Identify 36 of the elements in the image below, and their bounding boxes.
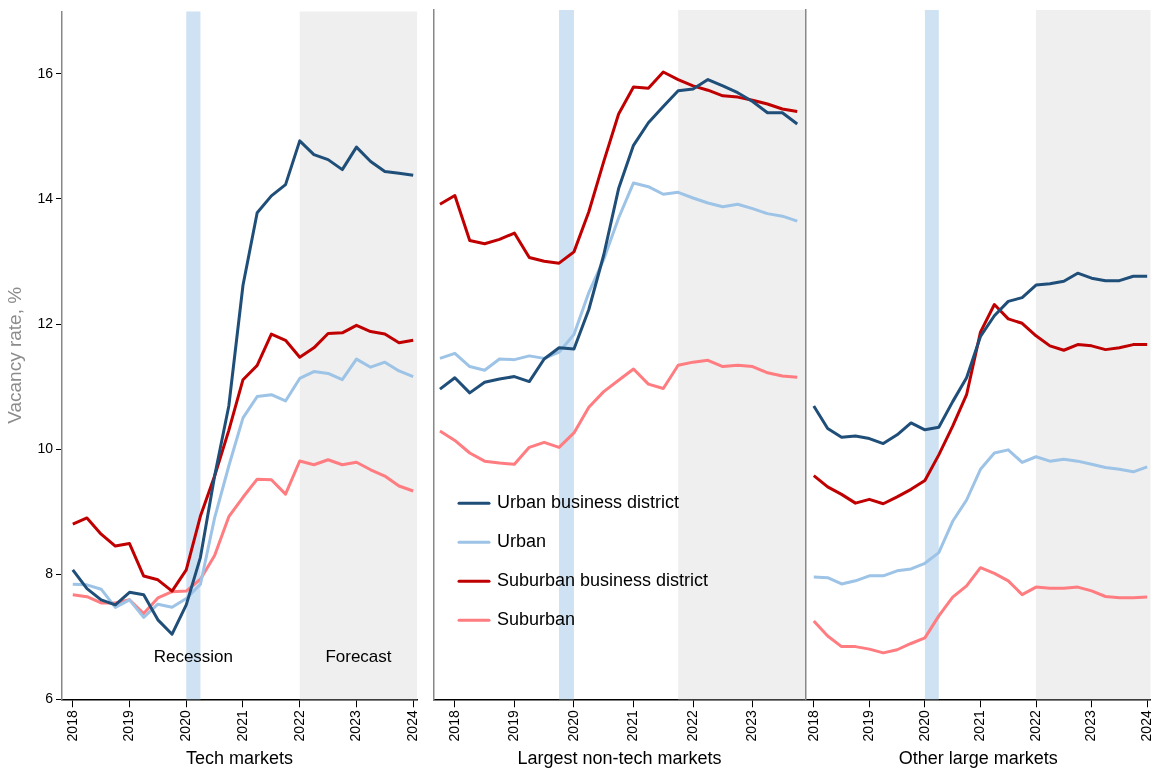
- x-tick-label: 2021: [624, 710, 641, 742]
- band-label: Recession: [153, 646, 234, 666]
- legend-label: Suburban business district: [497, 570, 709, 591]
- x-tick-label: 2023: [1082, 710, 1099, 742]
- x-tick-label: 2023: [743, 710, 760, 742]
- y-tick-label: 6: [45, 690, 54, 707]
- x-tick-label: 2022: [683, 710, 700, 742]
- y-tick-label: 14: [37, 189, 54, 206]
- legend-label: Urban business district: [497, 492, 680, 513]
- x-tick-label: 2020: [564, 710, 581, 742]
- x-axis-title: Largest non-tech markets: [517, 748, 722, 769]
- x-tick-label: 2022: [290, 710, 307, 742]
- x-tick-label: 2019: [860, 710, 877, 742]
- x-axis-title: Other large markets: [898, 748, 1058, 769]
- legend-label: Suburban: [497, 609, 576, 630]
- x-tick-label: 2018: [445, 710, 462, 742]
- x-tick-label: 2022: [1026, 710, 1043, 742]
- x-tick-label: 2023: [347, 710, 364, 742]
- x-tick-label: 2018: [63, 710, 80, 742]
- x-tick-label: 2020: [177, 710, 194, 742]
- x-tick-label: 2024: [1138, 710, 1155, 742]
- y-tick-label: 10: [37, 439, 54, 456]
- x-tick-label: 2020: [915, 710, 932, 742]
- band-label: Forecast: [325, 646, 392, 666]
- y-tick-label: 12: [37, 314, 54, 331]
- x-tick-label: 2019: [120, 710, 137, 742]
- x-tick-label: 2019: [505, 710, 522, 742]
- x-tick-label: 2021: [971, 710, 988, 742]
- legend-label: Urban: [497, 531, 547, 552]
- x-tick-label: 2021: [233, 710, 250, 742]
- y-axis-title: Vacancy rate, %: [3, 286, 25, 424]
- x-tick-label: 2018: [804, 710, 821, 742]
- y-tick-label: 16: [37, 64, 54, 81]
- x-tick-label: 2024: [404, 710, 421, 742]
- x-axis-title: Tech markets: [186, 748, 294, 769]
- y-tick-label: 8: [45, 565, 54, 582]
